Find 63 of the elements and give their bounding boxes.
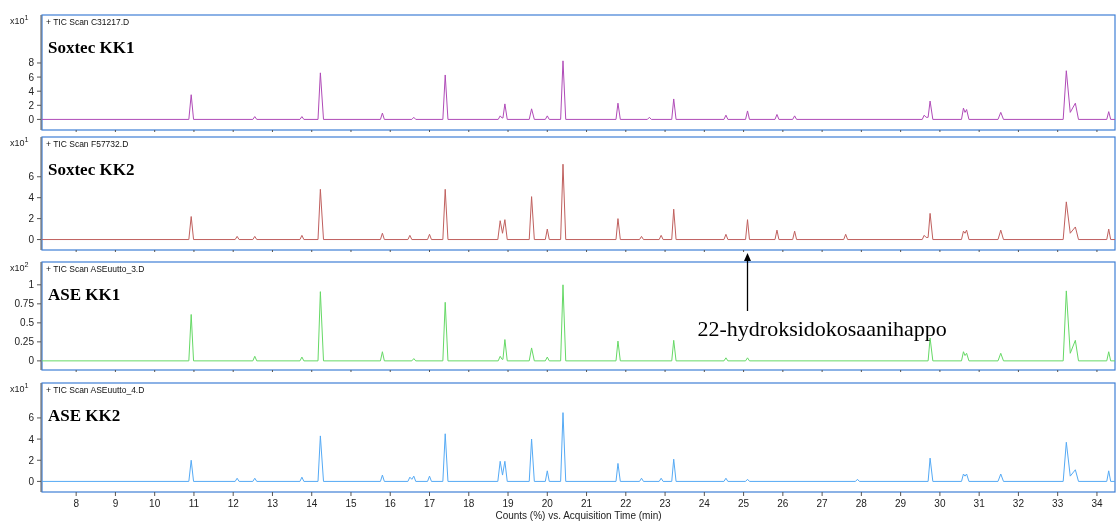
chart-subtitle: + TIC Scan F57732.D xyxy=(46,139,129,149)
chart-subtitle: + TIC Scan C31217.D xyxy=(46,17,130,27)
y-tick-label: 0.5 xyxy=(20,317,35,329)
y-axis-title: x10$^{2}$ xyxy=(10,259,29,273)
text: Soxtec KK1 xyxy=(48,38,135,57)
x-tick-label: 31 xyxy=(973,498,986,509)
y-tick-label: 0 xyxy=(28,113,35,125)
x-tick-label: 11 xyxy=(188,498,200,509)
x-tick-label: 19 xyxy=(502,498,515,509)
x-tick-label: 26 xyxy=(777,498,789,509)
y-axis-title: x10$^{1}$ xyxy=(10,380,29,394)
x-tick-label: 28 xyxy=(855,498,868,509)
x-tick-label: 14 xyxy=(306,498,318,509)
text: ASE KK2 xyxy=(48,406,121,425)
x-tick-label: 12 xyxy=(227,498,240,509)
y-tick-label: 4 xyxy=(28,433,35,445)
x-tick-label: 25 xyxy=(738,498,750,509)
annotation: 22-hydroksidokosaanihappo xyxy=(697,316,947,341)
y-tick-label: 1 xyxy=(28,279,35,291)
x-tick-label: 34 xyxy=(1091,498,1103,509)
x-tick-label: 18 xyxy=(463,498,475,509)
y-tick-label: 0 xyxy=(28,475,35,487)
x-tick-label: 29 xyxy=(895,498,907,509)
x-axis-title: Counts (%) vs. Acquisition Time (min) xyxy=(495,510,662,521)
x-tick-label: 16 xyxy=(384,498,397,509)
y-tick-label: 0 xyxy=(28,355,35,367)
y-tick-label: 8 xyxy=(28,57,35,69)
y-tick-label: 2 xyxy=(28,99,35,111)
x-tick-label: 24 xyxy=(698,498,711,509)
x-tick-label: 10 xyxy=(149,498,161,509)
line-series xyxy=(41,284,1116,362)
y-axis-title: x10$^{1}$ xyxy=(10,134,29,148)
x-tick-label: 15 xyxy=(345,498,357,509)
chart-subtitle: + TIC Scan ASEuutto_4.D xyxy=(46,385,145,395)
y-tick-label: 0.25 xyxy=(14,336,35,348)
x-tick-label: 13 xyxy=(266,498,279,509)
text: ASE KK1 xyxy=(48,285,121,304)
line-series xyxy=(41,163,1116,241)
x-tick-label: 32 xyxy=(1012,498,1025,509)
x-tick-label: 9 xyxy=(112,498,119,509)
x-tick-label: 17 xyxy=(423,498,436,509)
y-tick-label: 6 xyxy=(28,171,35,183)
x-tick-label: 30 xyxy=(934,498,946,509)
y-tick-label: 0.75 xyxy=(14,298,35,310)
y-axis-title: x10$^{1}$ xyxy=(10,12,29,26)
text: Soxtec KK2 xyxy=(48,160,135,179)
y-tick-label: 4 xyxy=(28,85,35,97)
x-tick-label: 33 xyxy=(1052,498,1064,509)
line-series xyxy=(41,60,1116,120)
x-tick-label: 27 xyxy=(816,498,829,509)
y-tick-label: 6 xyxy=(28,412,35,424)
line-series xyxy=(41,412,1116,482)
x-tick-label: 22 xyxy=(620,498,632,509)
x-tick-label: 21 xyxy=(580,498,593,509)
y-tick-label: 0 xyxy=(28,234,35,246)
y-tick-label: 2 xyxy=(28,213,35,225)
y-tick-label: 6 xyxy=(28,71,35,83)
x-tick-label: 20 xyxy=(541,498,554,509)
y-tick-label: 4 xyxy=(28,192,35,204)
chart-subtitle: + TIC Scan ASEuutto_3.D xyxy=(46,264,145,274)
y-tick-label: 2 xyxy=(28,454,35,466)
x-tick-label: 8 xyxy=(73,498,80,509)
x-tick-label: 23 xyxy=(659,498,672,509)
